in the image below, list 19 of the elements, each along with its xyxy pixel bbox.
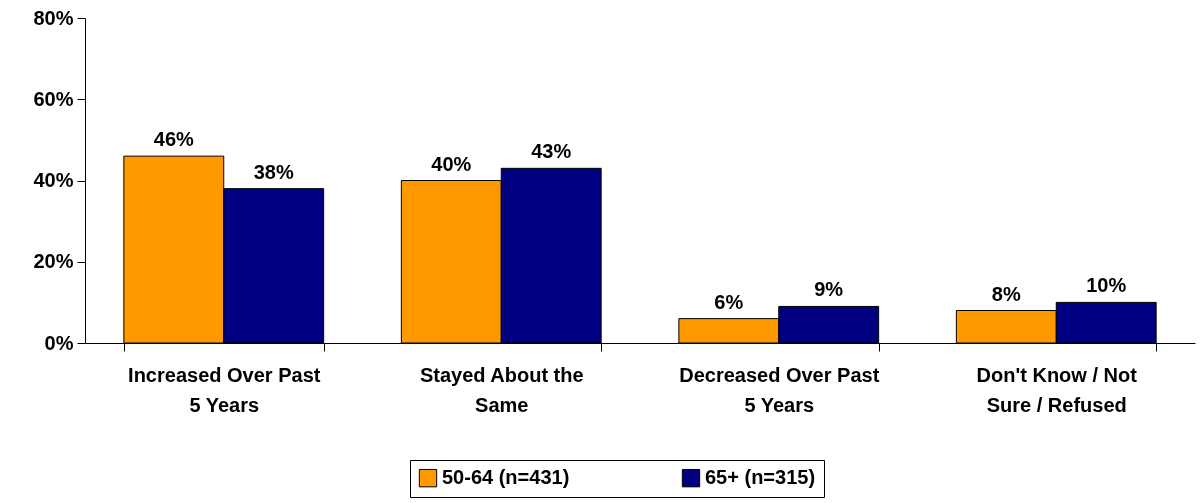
legend-label: 65+ (n=315) [705,466,816,489]
y-tick-label: 80% [33,6,74,29]
x-tick-label: Stayed About the Same [419,363,584,416]
data-label: 8% [991,282,1021,305]
data-label: 40% [431,152,472,175]
data-label: 43% [531,140,572,163]
data-label: 6% [714,290,744,313]
y-tick-label: 60% [33,87,74,110]
data-label: 46% [153,128,195,151]
data-label: 9% [814,278,844,301]
data-label: 10% [1086,274,1127,297]
y-tick-label: 0% [44,331,74,354]
legend-label: 50-64 (n=431) [442,466,570,489]
x-tick-label: Don't Know / Not Sure / Refused [976,363,1138,416]
y-tick-label: 40% [33,169,74,191]
data-label: 38% [253,160,294,183]
x-tick-label: Decreased Over Past 5 Years [679,363,880,416]
y-tick-label: 20% [33,250,74,273]
x-tick-label: Increased Over Past 5 Years [128,363,321,416]
